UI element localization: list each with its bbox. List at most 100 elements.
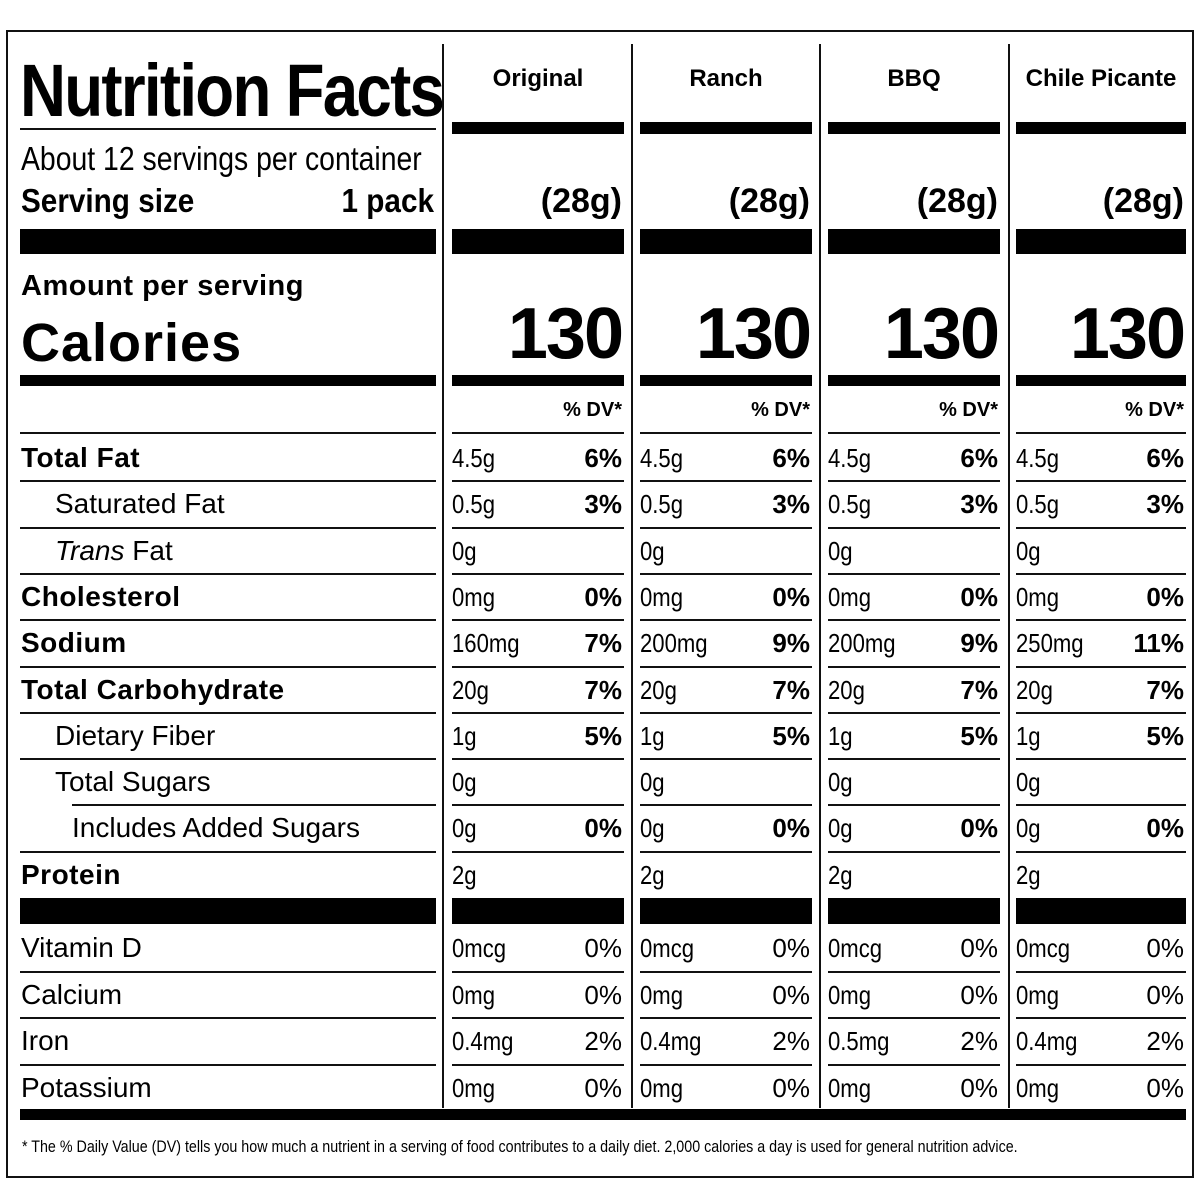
divider: [452, 804, 624, 807]
calories-value: 130: [883, 294, 1000, 374]
divider: [20, 1017, 436, 1019]
nutrient-amount: 0.5g: [1016, 489, 1060, 520]
vitamin-amount: 0mg: [640, 1072, 683, 1103]
divider: [20, 711, 436, 714]
vitamin-dv: 0%: [584, 933, 622, 963]
divider: [1016, 619, 1186, 622]
divider: [452, 970, 624, 973]
nutrient-label: Cholesterol: [21, 580, 181, 612]
label-title: Nutrition Facts: [20, 49, 445, 132]
divider: [828, 758, 1000, 761]
divider: [828, 804, 1000, 807]
medium-divider: [1016, 375, 1186, 386]
medium-divider: [640, 375, 812, 386]
nutrient-dv: 3%: [1146, 489, 1184, 520]
vitamin-dv: 0%: [584, 979, 622, 1010]
nutrient-label: Total Fat: [21, 442, 141, 473]
divider: [640, 432, 812, 434]
divider: [20, 432, 436, 434]
vitamin-amount: 0mg: [828, 1072, 871, 1103]
vitamin-dv: 0%: [1146, 933, 1184, 963]
nutrient-dv: 6%: [772, 443, 810, 473]
thick-divider: [640, 898, 812, 924]
divider: [20, 665, 436, 668]
thick-divider: [452, 229, 624, 254]
nutrient-dv: 5%: [960, 720, 998, 751]
divider: [452, 572, 624, 575]
nutrient-amount: 0g: [828, 813, 853, 844]
divider: [1016, 1017, 1186, 1019]
calories-label: Calories: [21, 313, 243, 373]
nutrient-label: Includes Added Sugars: [72, 812, 360, 844]
nutrient-amount: 1g: [452, 720, 477, 751]
serving-weight: (28g): [1102, 182, 1184, 220]
divider: [828, 432, 1000, 434]
divider: [640, 665, 812, 668]
nutrient-amount: 0g: [1016, 813, 1041, 844]
divider: [20, 758, 436, 761]
nutrient-dv: 0%: [960, 813, 998, 844]
divider: [20, 1063, 436, 1066]
divider: [640, 480, 812, 483]
vitamin-amount: 0mg: [452, 979, 495, 1010]
nutrient-amount: 0g: [452, 813, 477, 844]
thick-divider: [1016, 122, 1186, 134]
variety-name: Ranch: [689, 65, 763, 92]
vitamin-amount: 0mcg: [1016, 933, 1071, 963]
column-divider: [819, 44, 821, 1108]
nutrient-dv: 0%: [1146, 813, 1184, 844]
nutrient-amount: 0mg: [828, 581, 871, 612]
vitamin-dv: 2%: [584, 1026, 622, 1056]
vitamin-label: Iron: [21, 1025, 70, 1056]
vitamin-amount: 0mg: [1016, 1072, 1059, 1103]
divider: [72, 804, 436, 807]
divider: [640, 1017, 812, 1019]
divider: [828, 1017, 1000, 1019]
divider: [452, 1017, 624, 1019]
vitamin-label: Vitamin D: [21, 932, 142, 963]
medium-divider: [452, 375, 624, 386]
nutrient-amount: 0g: [452, 535, 477, 566]
divider: [828, 526, 1000, 529]
divider: [828, 850, 1000, 853]
nutrient-dv: 0%: [772, 581, 810, 612]
divider: [828, 970, 1000, 973]
divider: [1016, 850, 1186, 853]
nutrient-amount: 2g: [828, 859, 853, 890]
nutrient-amount: 20g: [1016, 674, 1053, 705]
vitamin-dv: 0%: [772, 979, 810, 1010]
vitamin-dv: 0%: [584, 1072, 622, 1103]
nutrient-amount: 1g: [640, 720, 665, 751]
medium-divider: [20, 375, 436, 386]
nutrient-amount: 1g: [828, 720, 853, 751]
nutrient-amount: 0mg: [640, 581, 683, 612]
vitamin-amount: 0.5mg: [828, 1026, 890, 1056]
vitamin-amount: 0mg: [1016, 979, 1059, 1010]
nutrient-dv: 0%: [584, 581, 622, 612]
vitamin-label: Potassium: [21, 1071, 152, 1103]
divider: [640, 970, 812, 973]
nutrient-dv: 5%: [584, 720, 622, 751]
thick-divider: [828, 229, 1000, 254]
divider: [828, 665, 1000, 668]
calories-value: 130: [507, 294, 624, 374]
nutrition-label-frame: [6, 30, 1194, 1178]
vitamin-label: Calcium: [21, 978, 123, 1010]
vitamin-dv: 2%: [772, 1026, 810, 1056]
divider: [452, 1063, 624, 1066]
nutrient-dv: 5%: [772, 720, 810, 751]
thick-divider: [1016, 898, 1186, 924]
thick-divider: [640, 229, 812, 254]
nutrient-amount: 4.5g: [640, 443, 684, 473]
nutrient-amount: 0g: [640, 813, 665, 844]
nutrient-amount: 4.5g: [1016, 443, 1060, 473]
nutrient-dv: 3%: [772, 489, 810, 520]
thick-divider: [828, 122, 1000, 134]
nutrient-amount: 0g: [828, 767, 853, 798]
nutrient-amount: 2g: [640, 859, 665, 890]
vitamin-dv: 0%: [772, 1072, 810, 1103]
divider: [1016, 711, 1186, 714]
nutrient-dv: 7%: [1146, 674, 1184, 705]
nutrient-dv: 6%: [960, 443, 998, 473]
nutrient-amount: 2g: [452, 859, 477, 890]
